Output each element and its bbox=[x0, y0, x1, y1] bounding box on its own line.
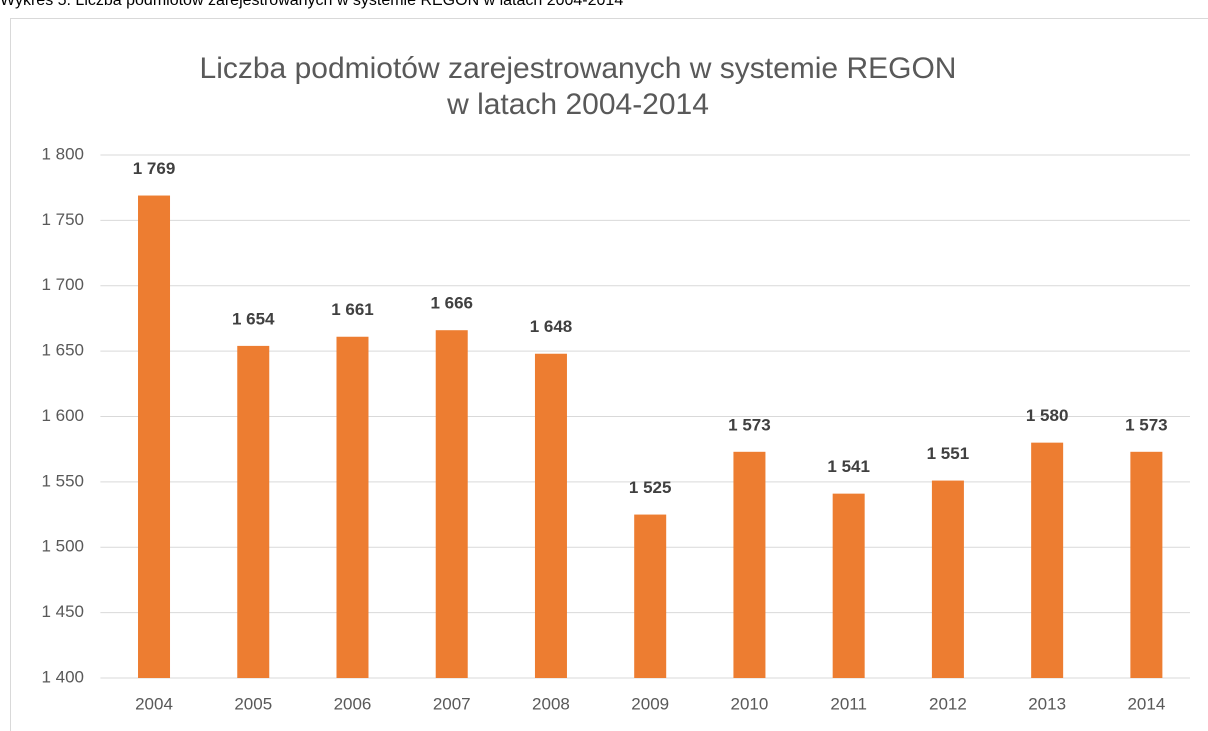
x-tick-label: 2008 bbox=[532, 694, 570, 713]
y-tick-label: 1 650 bbox=[41, 341, 84, 360]
x-tick-label: 2014 bbox=[1127, 694, 1165, 713]
chart-frame bbox=[10, 18, 1208, 731]
data-label: 1 573 bbox=[728, 415, 771, 434]
y-tick-label: 1 600 bbox=[41, 406, 84, 425]
bar bbox=[931, 480, 964, 678]
y-tick-label: 1 800 bbox=[41, 144, 84, 163]
data-label: 1 648 bbox=[530, 317, 573, 336]
data-label: 1 573 bbox=[1125, 415, 1168, 434]
bar bbox=[832, 493, 865, 678]
x-tick-label: 2011 bbox=[830, 694, 867, 713]
x-tick-label: 2007 bbox=[433, 694, 471, 713]
x-tick-label: 2005 bbox=[234, 694, 272, 713]
data-label: 1 666 bbox=[430, 294, 473, 313]
bar bbox=[1031, 442, 1064, 678]
x-tick-label: 2009 bbox=[631, 694, 669, 713]
data-label: 1 551 bbox=[927, 444, 970, 463]
x-tick-label: 2013 bbox=[1028, 694, 1066, 713]
bar bbox=[1130, 451, 1163, 678]
bar bbox=[534, 353, 567, 678]
y-tick-label: 1 750 bbox=[41, 210, 84, 229]
caption: Wykres 5. Liczba podmiotów zarejestrowan… bbox=[0, 0, 623, 9]
y-tick-label: 1 500 bbox=[41, 537, 84, 556]
x-tick-label: 2006 bbox=[334, 694, 372, 713]
x-tick-label: 2004 bbox=[135, 694, 173, 713]
x-tick-label: 2010 bbox=[731, 694, 769, 713]
x-tick-label: 2012 bbox=[929, 694, 967, 713]
y-tick-label: 1 400 bbox=[41, 667, 84, 686]
data-label: 1 661 bbox=[331, 300, 374, 319]
bar bbox=[336, 336, 369, 678]
bar bbox=[138, 195, 171, 678]
chart-title: Liczba podmiotów zarejestrowanych w syst… bbox=[200, 52, 957, 85]
data-label: 1 654 bbox=[232, 309, 275, 328]
bar bbox=[634, 514, 667, 678]
data-label: 1 541 bbox=[827, 457, 870, 476]
data-label: 1 580 bbox=[1026, 406, 1069, 425]
bar bbox=[733, 451, 766, 678]
bar bbox=[435, 330, 468, 678]
y-tick-label: 1 700 bbox=[41, 275, 84, 294]
y-tick-label: 1 450 bbox=[41, 602, 84, 621]
bar bbox=[237, 345, 270, 678]
data-label: 1 769 bbox=[133, 159, 176, 178]
chart-title: w latach 2004-2014 bbox=[446, 88, 709, 121]
data-label: 1 525 bbox=[629, 478, 672, 497]
y-tick-label: 1 550 bbox=[41, 471, 84, 490]
